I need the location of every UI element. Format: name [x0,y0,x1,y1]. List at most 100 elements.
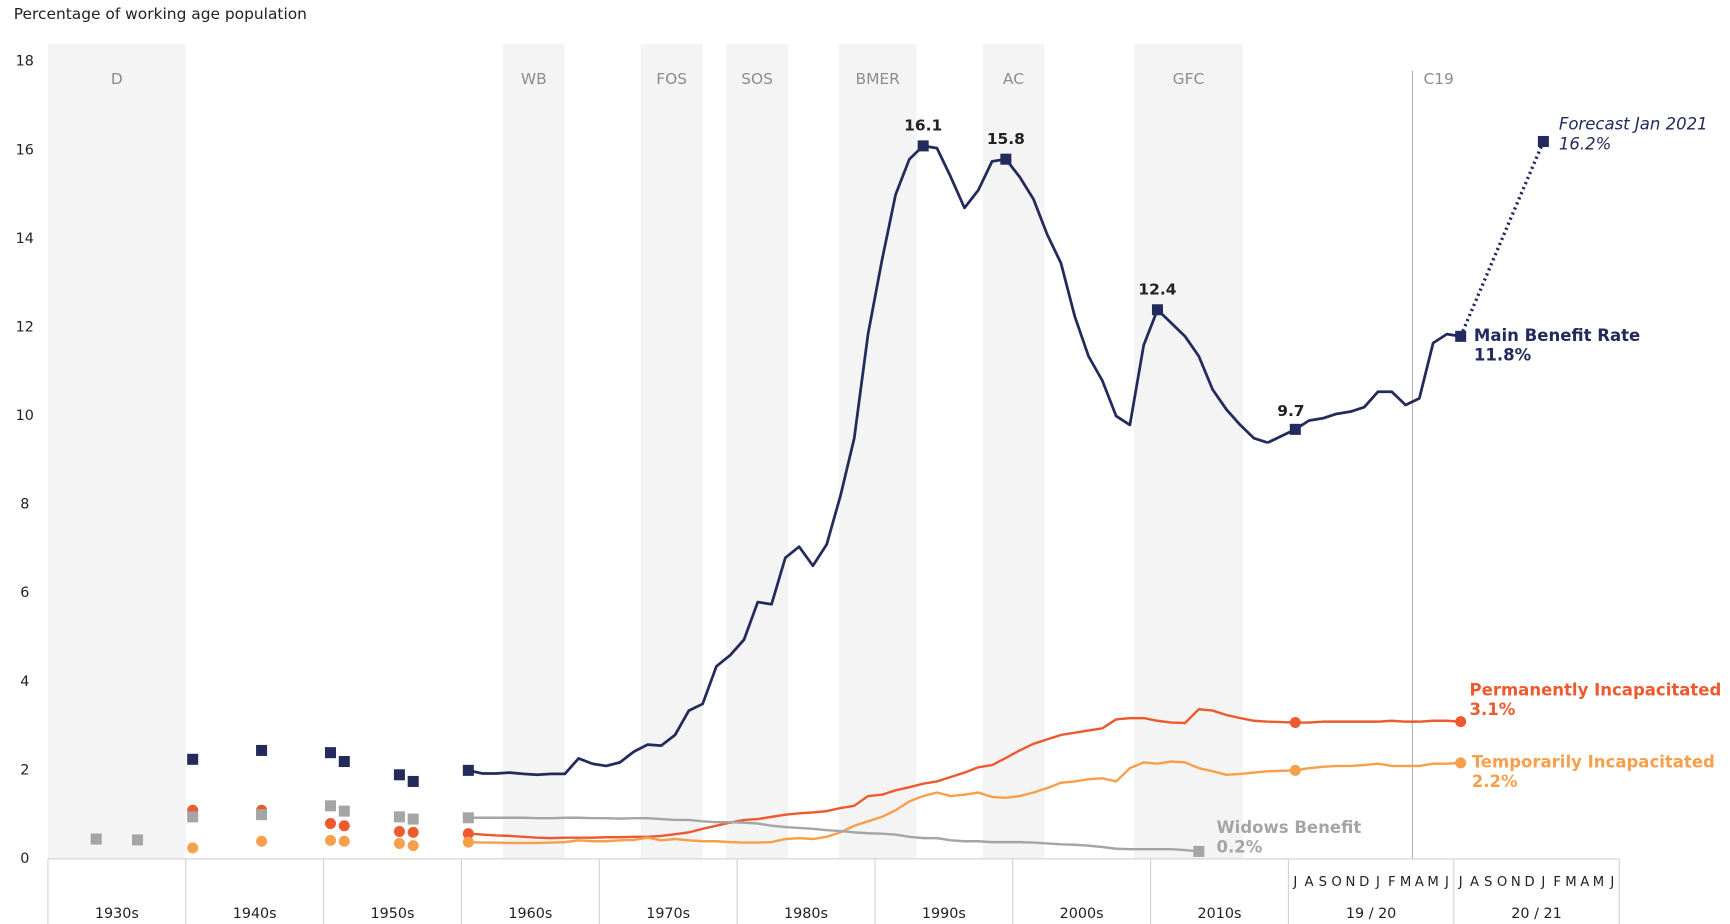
month-label: J [1375,875,1380,890]
month-label: J [1458,875,1463,890]
marker [187,842,199,854]
period-label: FOS [656,70,687,88]
marker [338,755,350,768]
series-line [468,816,1199,853]
period-band [726,44,789,859]
marker [1455,716,1467,728]
month-label: A [1580,875,1589,890]
marker [338,835,350,847]
forecast-line [1459,140,1545,337]
x-tick-label: 1930s [95,906,139,922]
month-label: J [1444,875,1449,890]
marker [462,812,474,824]
x-tick-label: 1970s [646,906,690,922]
month-label: A [1470,875,1479,890]
legend-label: Permanently Incapacitated [1470,680,1722,699]
period-label: BMER [856,70,901,88]
x-tick-label: 1990s [922,906,966,922]
marker [324,818,337,830]
marker [1000,153,1012,165]
month-label: S [1484,875,1492,890]
marker [917,140,929,152]
marker [132,834,144,846]
month-label: S [1319,875,1327,890]
x-tick-label: 1950s [371,906,415,922]
y-tick-label: 0 [20,851,29,867]
marker [393,811,405,823]
marker [187,811,199,823]
month-label: M [1427,875,1438,890]
forecast-label: Forecast Jan 2021 [1559,114,1708,133]
marker [324,800,337,812]
month-label: O [1497,875,1507,890]
period-label: D [111,70,123,88]
marker [256,809,268,821]
period-label: SOS [741,70,773,88]
x-tick-label: 2010s [1198,906,1242,922]
marker [324,747,337,759]
marker [407,826,419,838]
data-label: 12.4 [1138,280,1176,298]
marker [256,835,268,847]
marker [324,834,337,846]
marker [187,753,199,765]
marker [1537,135,1549,147]
series-line-monthly [1295,761,1461,772]
marker [407,775,419,787]
end-value-label: 11.8% [1474,346,1532,365]
marker [462,764,474,776]
month-label: F [1553,875,1561,890]
marker [407,840,419,852]
month-label: O [1331,875,1341,890]
y-axis-title: Percentage of working age population [14,5,307,23]
series-line [468,760,1268,845]
marker [1289,717,1301,729]
end-value-label: 0.2% [1216,838,1262,857]
period-band [502,44,565,859]
marker [393,837,405,849]
period-label: AC [1003,70,1024,88]
month-label: N [1345,875,1355,890]
month-label: M [1565,875,1576,890]
period-band [1134,44,1243,859]
y-tick-label: 2 [20,762,29,778]
c19-label: C19 [1423,70,1453,88]
marker [338,820,350,832]
fiscal-year-label: 19 / 20 [1346,906,1396,922]
marker [1289,423,1301,435]
marker [407,813,419,825]
y-tick-label: 10 [16,408,34,424]
month-label: D [1359,875,1369,890]
end-value-label: 3.1% [1470,700,1516,719]
marker [462,836,474,848]
marker [1193,845,1205,857]
fiscal-year-label: 20 / 21 [1511,906,1561,922]
marker [1289,764,1301,776]
marker [462,828,474,840]
marker [393,769,405,781]
x-tick-label: 1940s [233,906,277,922]
period-band [47,44,186,859]
y-tick-label: 4 [20,674,29,690]
month-label: J [1292,875,1297,890]
y-tick-label: 6 [20,585,29,601]
marker [338,805,350,817]
marker [256,744,268,756]
y-tick-label: 14 [16,231,34,247]
series-line [468,144,1269,777]
period-label: GFC [1173,70,1205,88]
month-label: J [1609,875,1614,890]
series-line-monthly [1295,719,1461,724]
marker [1455,757,1467,769]
x-tick-label: 2000s [1060,906,1104,922]
month-label: M [1593,875,1604,890]
series-line-monthly [1294,332,1461,431]
marker [1151,304,1163,316]
month-label: J [1540,875,1545,890]
period-label: WB [521,70,547,88]
x-tick-label: 1980s [784,906,828,922]
legend-label: Temporarily Incapacitated [1472,752,1715,771]
marker [393,825,405,837]
period-band [982,44,1045,859]
